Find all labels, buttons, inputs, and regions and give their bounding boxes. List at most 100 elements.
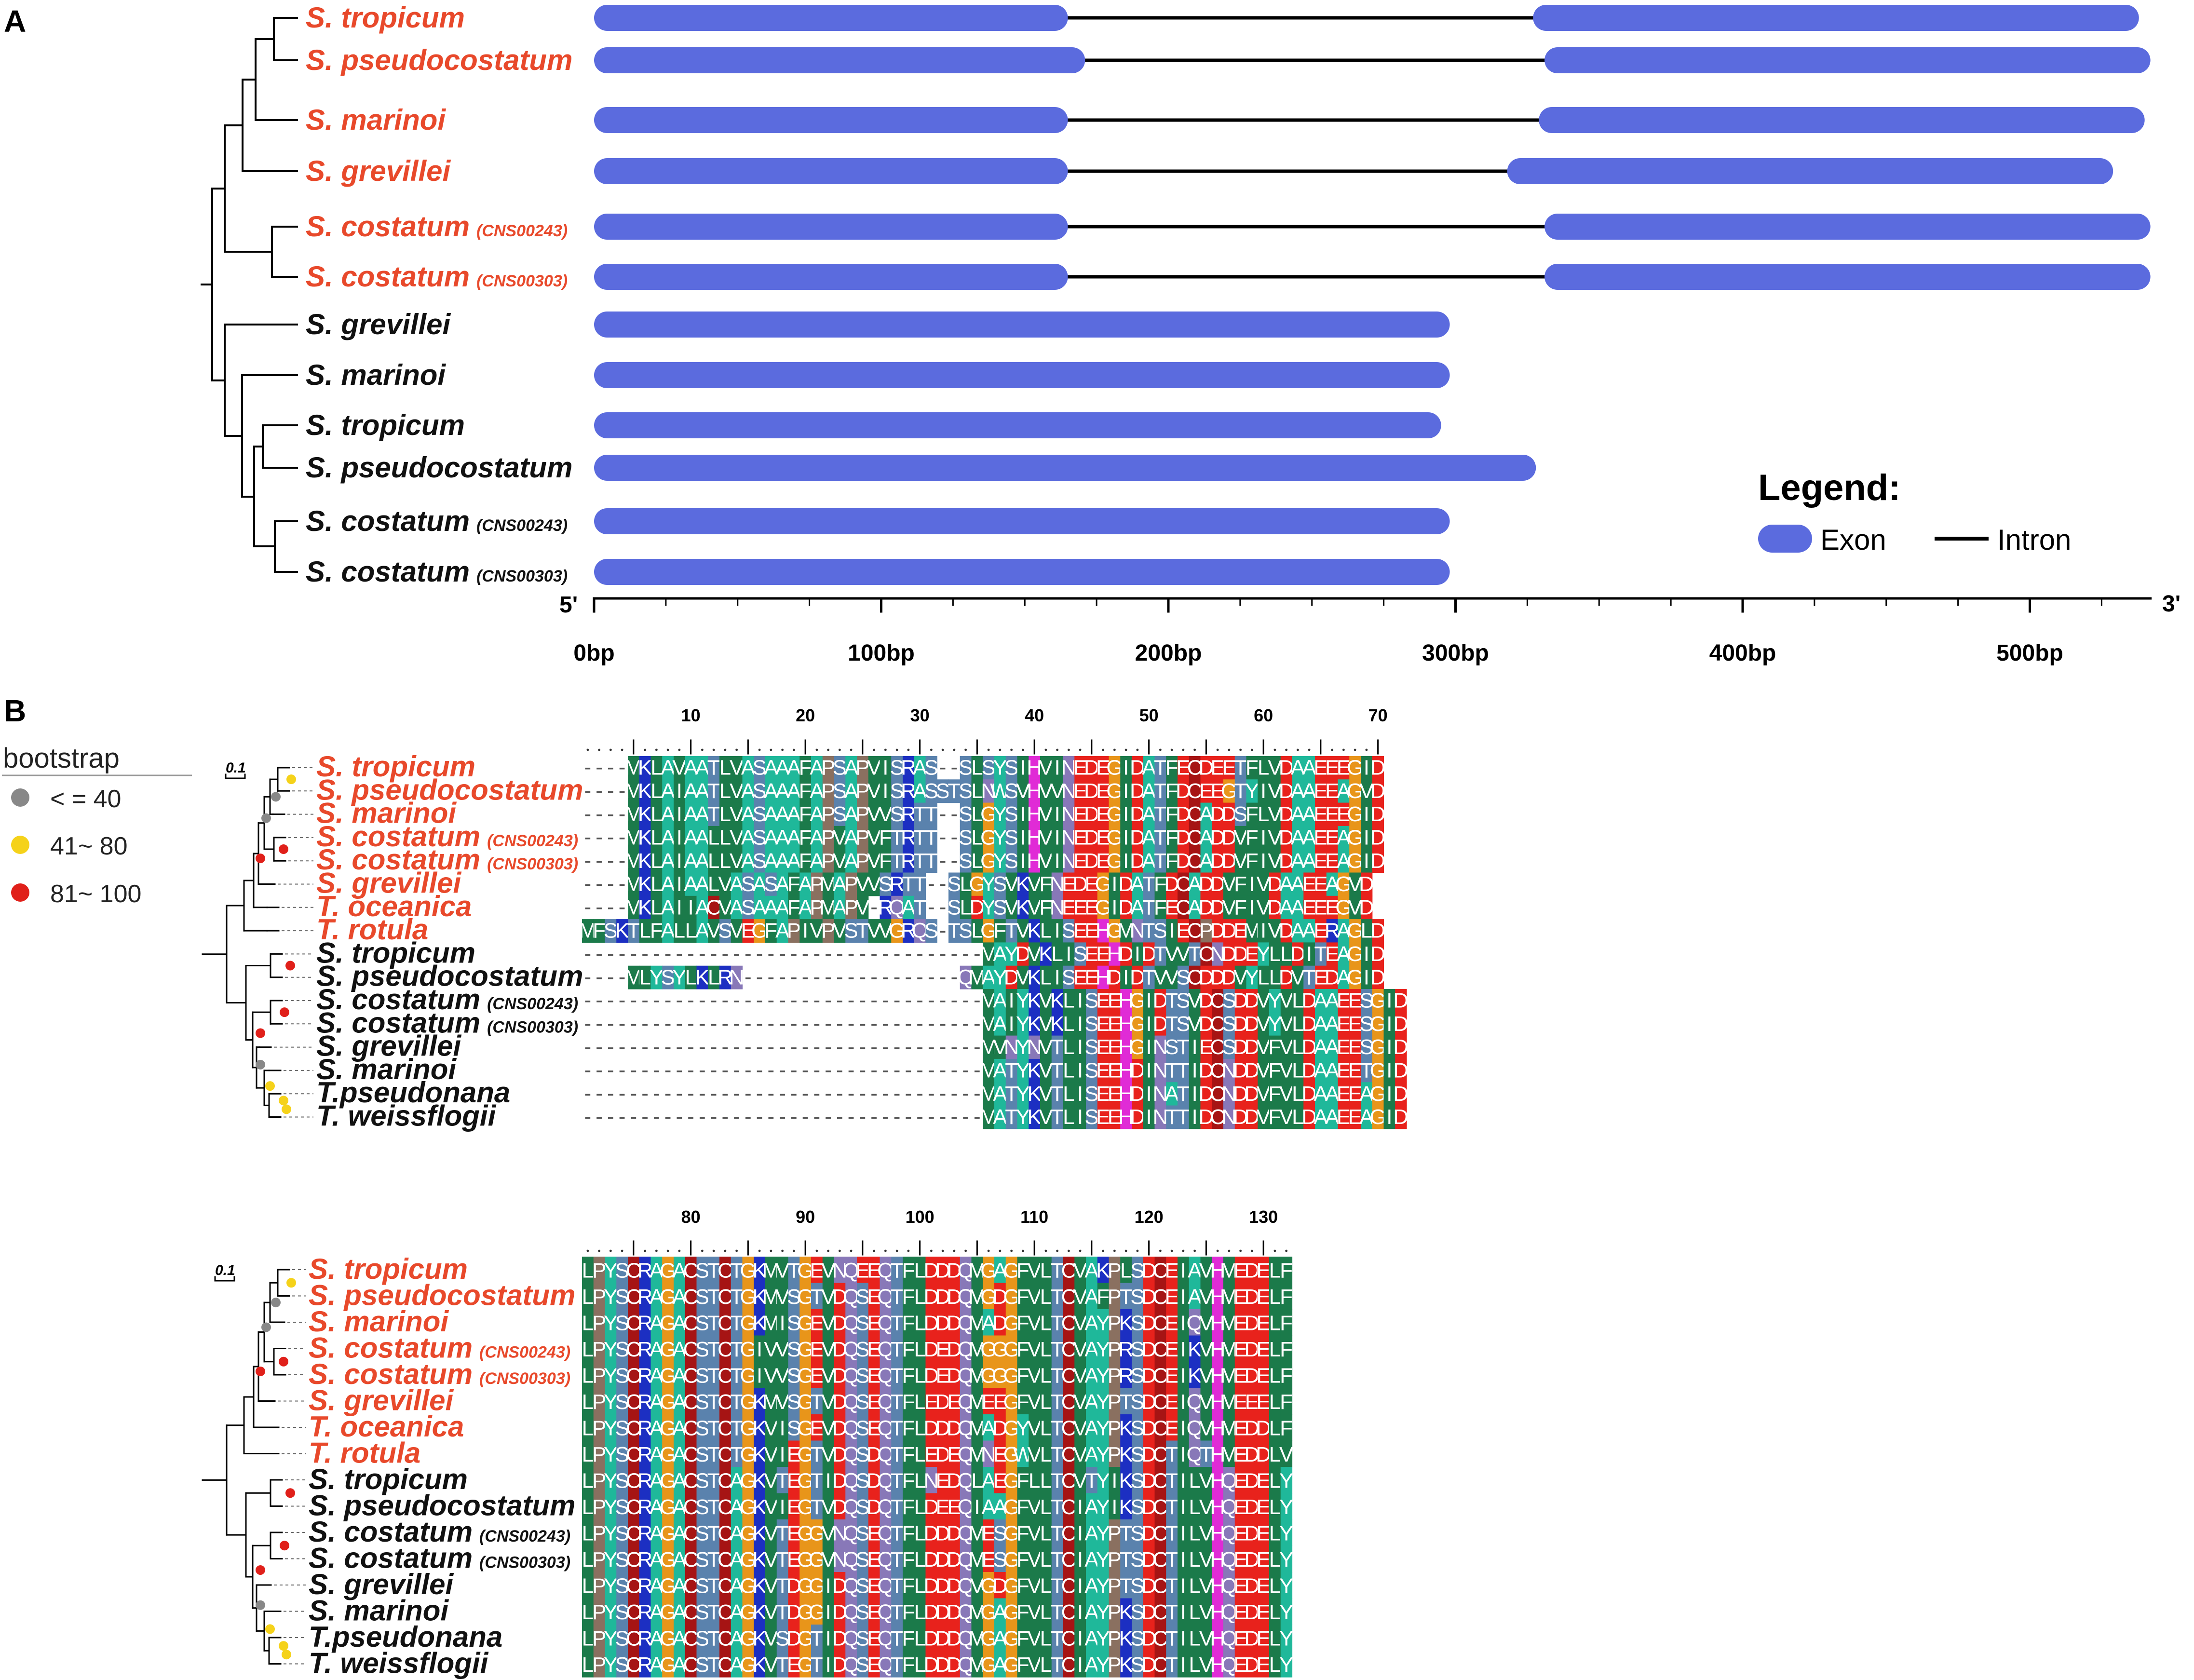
block1-ruler-dot-28	[895, 748, 898, 751]
block2-residue-11-28: F	[902, 1548, 915, 1572]
tree-top-bootstrap-dot-3	[261, 813, 271, 823]
block1-gap-8-1: -	[596, 942, 603, 965]
block1-residue-0-67: G	[1347, 756, 1363, 780]
block1-residue-1-33: S	[959, 779, 973, 803]
taxon-label-top-10: S. costatum (CNS00243)	[316, 983, 578, 1016]
block1-gap-11-33: -	[962, 1012, 969, 1035]
block1-gap-10-21: -	[825, 989, 832, 1012]
block1-residue-5-7: A	[661, 872, 675, 896]
block1-gap-13-32: -	[951, 1058, 958, 1082]
block1-residue-0-14: A	[741, 756, 756, 780]
block1-gap-12-26: -	[882, 1035, 889, 1058]
species-label-6-name: S. grevillei	[306, 308, 451, 340]
block1-gap-14-28: -	[905, 1082, 912, 1105]
block2-residue-12-28: F	[902, 1574, 915, 1598]
block2-residue-5-51: E	[1165, 1390, 1178, 1414]
block1-residue-4-7: A	[661, 849, 675, 873]
five-prime-label: 5'	[559, 592, 578, 618]
block1-gap-15-3: -	[619, 1105, 626, 1128]
block1-gap-10-19: -	[802, 989, 809, 1012]
block1-residue-12-43: I	[1077, 1035, 1083, 1059]
block1-gap-9-19: -	[802, 965, 809, 989]
block1-gap-14-11: -	[710, 1082, 718, 1105]
block1-residue-13-43: I	[1077, 1059, 1083, 1083]
block1-ruler-dot-36	[987, 748, 990, 751]
block1-gap-15-32: -	[951, 1105, 958, 1128]
block1-gap-9-15: -	[756, 965, 763, 989]
block2-residue-15-59: E	[1256, 1653, 1270, 1677]
block1-gap-9-32: -	[951, 965, 958, 989]
block2-residue-3-28: F	[902, 1338, 915, 1361]
block1-gap-0-2: -	[607, 756, 614, 779]
taxon-label-bottom-0-name: S. tropicum	[309, 1253, 468, 1285]
block2-ruler-dot-71	[586, 1249, 589, 1252]
block1-gap-12-18: -	[790, 1035, 798, 1058]
block1-cell-0-26	[880, 756, 892, 780]
block2-ruler-dot-98	[895, 1249, 898, 1252]
block2-residue-15-42: C	[1061, 1653, 1076, 1677]
block1-residue-15-48: D	[1130, 1105, 1145, 1129]
block1-cell-0-57	[1234, 756, 1247, 780]
block2-residue-14-42: C	[1061, 1627, 1076, 1651]
block1-gap-8-10: -	[699, 942, 706, 965]
block1-ruler-dot-57	[1228, 748, 1231, 751]
block1-residue-0-28: R	[901, 756, 916, 780]
block1-gap-12-19: -	[802, 1035, 809, 1058]
block2-residue-5-61: F	[1280, 1390, 1293, 1414]
taxon-label-bottom-13-name: S. marinoi	[309, 1595, 449, 1627]
taxon-label-top-11-name: S. costatum	[316, 1006, 480, 1039]
species-label-11-id: (CNS00303)	[476, 567, 568, 585]
block1-residue-13-52: T	[1177, 1059, 1190, 1083]
block2-ruler-number-1: 90	[796, 1207, 815, 1227]
block2-residue-8-39: L	[1029, 1469, 1040, 1493]
block1-residue-3-59: I	[1260, 826, 1266, 850]
block2-ruler-dot-126	[1216, 1249, 1219, 1252]
block1-cell-0-64	[1315, 756, 1327, 780]
block2-residue-5-40: L	[1040, 1390, 1052, 1414]
block1-gap-12-22: -	[836, 1035, 843, 1058]
block1-gap-10-15: -	[756, 989, 763, 1012]
block1-residue-0-19: F	[799, 756, 812, 780]
block1-ruler-dot-16	[758, 748, 761, 751]
block2-ruler-dot-129	[1250, 1249, 1253, 1252]
block1-gap-15-24: -	[859, 1105, 867, 1128]
block1-cell-0-29	[914, 756, 926, 780]
block1-residue-3-11: L	[708, 826, 719, 850]
block2-residue-6-51: E	[1165, 1417, 1178, 1440]
block1-ruler-dot-56	[1216, 748, 1219, 751]
block2-residue-15-28: F	[902, 1653, 915, 1677]
block1-cell-0-47	[1120, 756, 1132, 780]
block1-gap-10-23: -	[848, 989, 855, 1012]
block1-gap-13-12: -	[722, 1058, 729, 1082]
taxon-label-top-9-name: S. pseudocostatum	[316, 960, 583, 992]
block1-gap-14-18: -	[790, 1082, 798, 1105]
block1-gap-10-11: -	[710, 989, 718, 1012]
block1-residue-0-18: A	[787, 756, 801, 780]
block2-ruler-dot-123	[1182, 1249, 1185, 1252]
block2-residue-3-61: F	[1280, 1338, 1293, 1361]
block1-cell-0-66	[1338, 756, 1350, 780]
block2-ruler-dot-102	[941, 1249, 944, 1252]
block1-residue-13-49: I	[1146, 1059, 1152, 1083]
block1-residue-13-71: D	[1393, 1059, 1408, 1083]
species-label-5: S. costatum (CNS00303)	[306, 260, 568, 293]
block1-gap-13-29: -	[916, 1058, 923, 1082]
exon-bar-10-0	[594, 508, 1450, 534]
block2-residue-11-40: L	[1040, 1548, 1052, 1572]
tree-top-bootstrap-dot-8	[256, 1059, 265, 1070]
block1-gap-9-31: -	[939, 965, 947, 989]
block1-ruler-dot-29	[907, 748, 910, 751]
block2-residue-13-61: Y	[1279, 1600, 1293, 1624]
block1-gap-11-28: -	[905, 1012, 912, 1035]
block1-gap-8-33: -	[962, 942, 969, 965]
block2-ruler-dot-97	[884, 1249, 887, 1252]
block1-residue-9-46: D	[1107, 965, 1122, 989]
block1-residue-0-65: E	[1325, 756, 1339, 780]
block1-gap-15-8: -	[676, 1105, 683, 1128]
block1-residue-0-50: T	[1154, 756, 1167, 780]
block1-residue-12-71: D	[1393, 1035, 1408, 1059]
block1-gap-10-18: -	[790, 989, 798, 1012]
block1-ruler-dot-27	[884, 748, 887, 751]
block1-gap-12-9: -	[687, 1035, 694, 1058]
block1-gap-9-27: -	[894, 965, 901, 989]
